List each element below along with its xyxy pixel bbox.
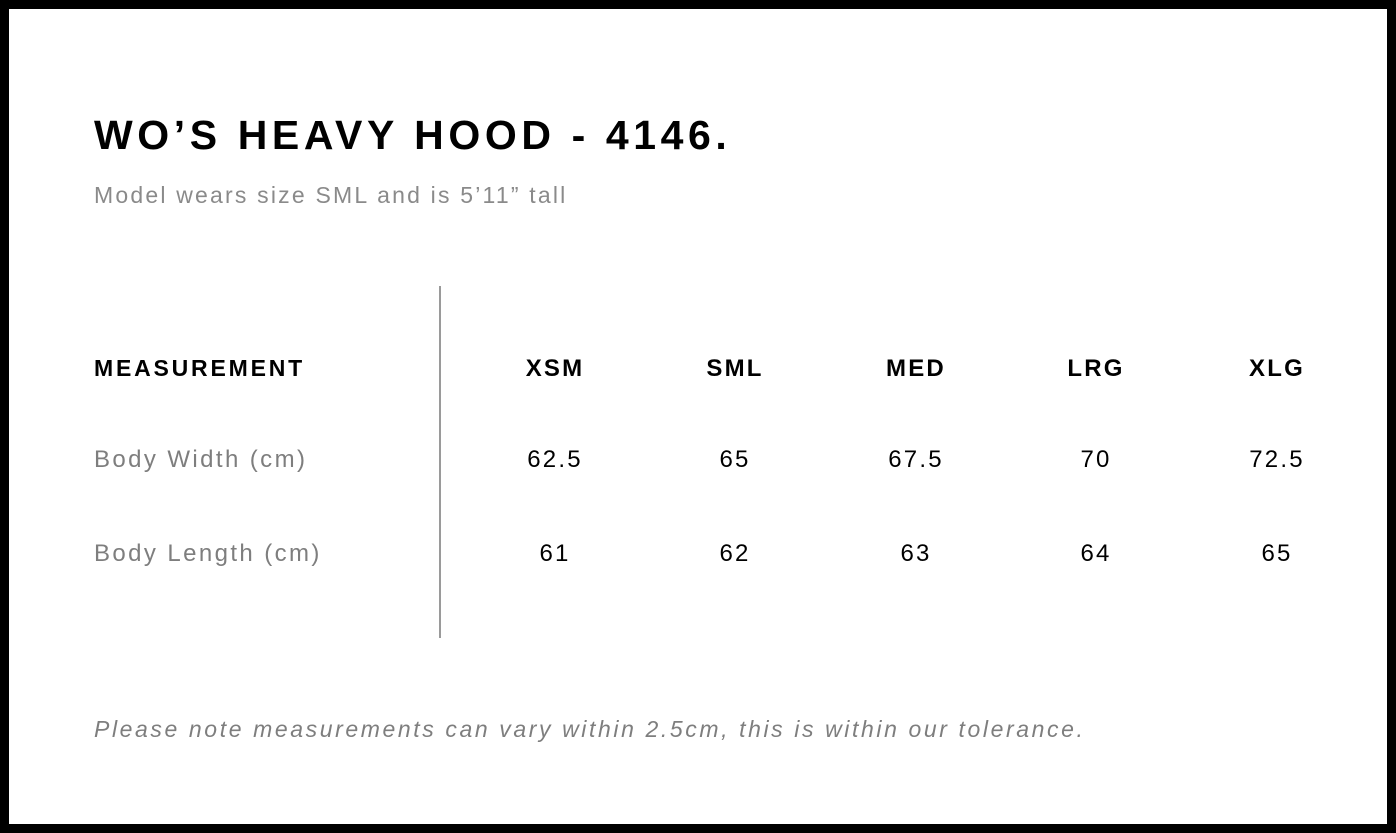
size-header-xsm: XSM xyxy=(525,355,585,382)
table-cell: 70 xyxy=(1080,446,1112,473)
size-chart-card: WO’S HEAVY HOOD - 4146. Model wears size… xyxy=(9,9,1387,824)
table-cell: 67.5 xyxy=(888,446,944,473)
tolerance-note: Please note measurements can vary within… xyxy=(94,716,1086,742)
table-cell: 72.5 xyxy=(1249,446,1305,473)
column-divider xyxy=(439,286,441,638)
row-label: Body Length (cm) xyxy=(94,540,322,567)
table-cell: 61 xyxy=(539,540,571,567)
table-cell: 64 xyxy=(1080,540,1112,567)
table-cell: 62.5 xyxy=(527,446,583,473)
table-cell: 63 xyxy=(900,540,932,567)
size-header-xlg: XLG xyxy=(1249,355,1305,382)
measurement-header: MEASUREMENT xyxy=(94,355,305,381)
size-header-lrg: LRG xyxy=(1067,355,1125,382)
model-info: Model wears size SML and is 5’11” tall xyxy=(94,182,568,208)
size-header-med: MED xyxy=(886,355,946,382)
table-cell: 65 xyxy=(1261,540,1293,567)
table-cell: 65 xyxy=(719,446,751,473)
page-title: WO’S HEAVY HOOD - 4146. xyxy=(94,112,732,158)
row-label: Body Width (cm) xyxy=(94,446,308,473)
size-header-sml: SML xyxy=(706,355,764,382)
table-cell: 62 xyxy=(719,540,751,567)
